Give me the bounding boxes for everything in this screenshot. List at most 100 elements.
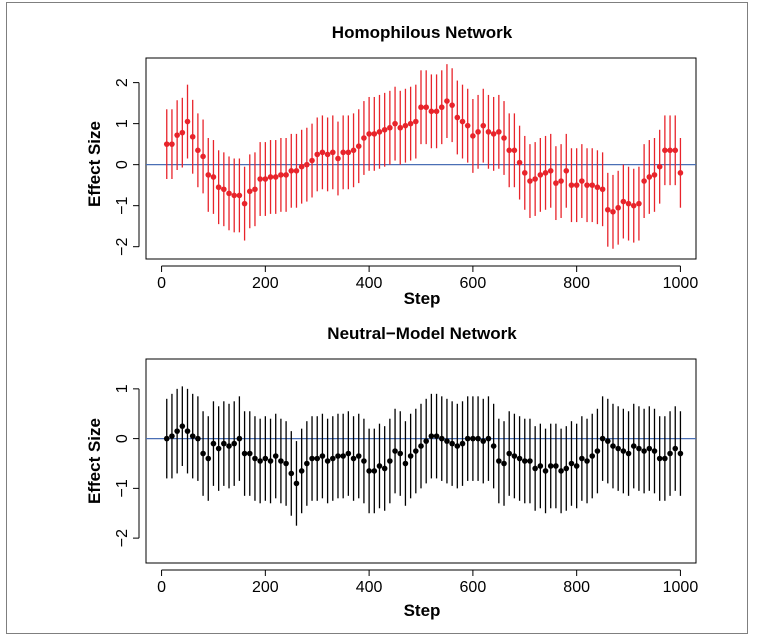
data-point	[594, 184, 601, 191]
data-point	[521, 458, 528, 464]
data-point	[423, 104, 429, 111]
data-point	[241, 200, 248, 207]
data-point	[490, 131, 497, 137]
x-axis-label: Step	[404, 289, 441, 308]
data-point	[407, 120, 414, 127]
y-tick-label: 0	[114, 434, 131, 443]
data-point	[542, 468, 549, 474]
data-point	[579, 178, 585, 184]
chart-homophilous: Homophilous Network 0 200 400 600 800 1000 −2…	[85, 23, 698, 308]
data-point	[480, 438, 487, 444]
data-point	[371, 131, 378, 137]
data-point	[340, 149, 346, 156]
data-point	[314, 151, 321, 158]
data-point	[418, 104, 424, 111]
data-point	[272, 453, 279, 459]
data-point	[179, 129, 186, 136]
data-point	[667, 450, 673, 457]
data-point	[506, 450, 513, 457]
data-point	[257, 176, 263, 182]
chart-neutral-model: Neutral−Model Network 0 200 400 600 800 1000 …	[85, 324, 698, 620]
data-point	[459, 118, 466, 125]
data-point	[361, 135, 367, 141]
data-point	[231, 192, 238, 199]
data-point	[672, 445, 679, 452]
data-point	[252, 186, 258, 193]
data-point	[454, 114, 461, 121]
data-points	[163, 98, 684, 215]
data-point	[345, 450, 352, 457]
data-point	[464, 122, 471, 129]
data-point	[319, 149, 326, 156]
x-axis: 0 200 400 600 800 1000	[157, 265, 699, 292]
data-point	[262, 176, 269, 182]
data-point	[304, 460, 310, 467]
y-tick-label: 0	[114, 160, 131, 169]
data-point	[221, 186, 227, 193]
data-point	[210, 440, 217, 447]
data-point	[366, 131, 372, 137]
data-point	[485, 435, 492, 442]
data-point	[511, 147, 518, 154]
data-point	[298, 468, 305, 474]
data-point	[428, 108, 435, 115]
data-point	[205, 455, 212, 462]
data-point	[651, 448, 658, 454]
data-point	[573, 463, 580, 469]
data-point	[267, 458, 274, 464]
data-point	[278, 458, 284, 464]
data-point	[340, 453, 346, 459]
data-point	[169, 433, 175, 439]
y-axis-label: Effect Size	[85, 418, 104, 504]
data-point	[646, 174, 653, 180]
data-point	[246, 450, 253, 457]
y-axis: −2 −1 0 1 2	[114, 78, 140, 256]
data-point	[314, 455, 321, 462]
data-point	[189, 433, 196, 439]
data-point	[615, 445, 621, 452]
x-tick-label: 600	[460, 275, 487, 292]
data-point	[215, 445, 222, 452]
data-point	[641, 448, 647, 454]
x-tick-label: 0	[157, 579, 166, 596]
data-point	[278, 172, 284, 178]
data-point	[599, 435, 606, 442]
y-axis-label: Effect Size	[85, 121, 104, 207]
data-point	[189, 133, 196, 140]
data-point	[329, 149, 336, 156]
data-point	[604, 206, 611, 213]
data-point	[215, 184, 222, 191]
data-point	[636, 200, 642, 207]
data-point	[350, 455, 357, 462]
data-point	[402, 122, 409, 129]
data-point	[304, 161, 310, 168]
data-point	[438, 435, 445, 442]
data-point	[532, 465, 538, 472]
data-point	[246, 188, 253, 195]
data-point	[620, 198, 627, 205]
x-tick-label: 800	[563, 275, 590, 292]
data-point	[371, 468, 378, 474]
data-point	[283, 172, 289, 178]
data-point	[257, 458, 263, 464]
x-tick-label: 200	[252, 579, 279, 596]
data-point	[547, 168, 554, 174]
data-point	[438, 104, 445, 111]
x-tick-label: 600	[460, 579, 487, 596]
data-point	[324, 151, 331, 158]
x-tick-label: 400	[356, 275, 383, 292]
data-point	[568, 460, 575, 467]
data-point	[262, 455, 269, 462]
data-point	[309, 157, 315, 164]
data-point	[464, 435, 471, 442]
x-tick-label: 1000	[663, 275, 699, 292]
data-point	[407, 453, 414, 459]
data-point	[604, 438, 611, 444]
data-point	[496, 458, 502, 464]
data-point	[397, 450, 404, 457]
data-point	[636, 445, 642, 452]
data-point	[677, 450, 684, 457]
data-point	[490, 443, 497, 449]
data-point	[335, 453, 341, 459]
data-point	[610, 209, 616, 215]
